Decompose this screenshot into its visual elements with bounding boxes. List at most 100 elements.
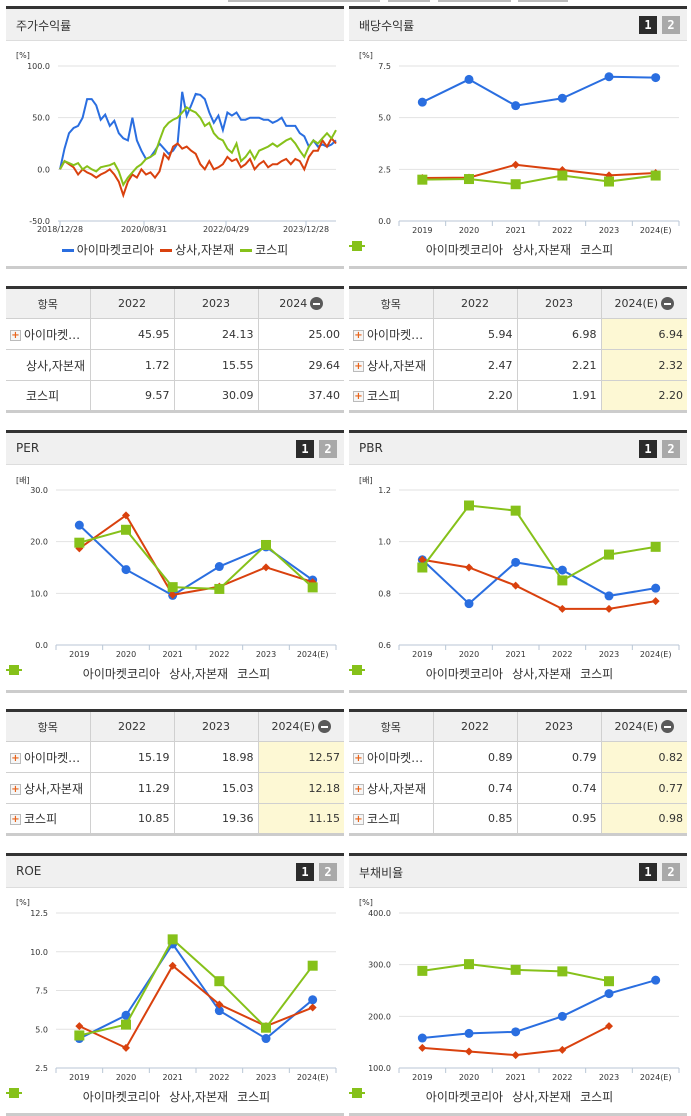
cell: 10.85 [89, 803, 174, 836]
page-1-button[interactable]: 1 [639, 16, 657, 34]
svg-text:2021: 2021 [162, 1073, 182, 1082]
svg-text:400.0: 400.0 [368, 909, 391, 918]
row-label: 아이마켓… [24, 327, 81, 342]
header-2024e: 2024(E) [600, 287, 687, 319]
table-row: + 상사,자본재 2.47 2.21 2.32 [349, 349, 687, 381]
legend-item[interactable]: 코스피 [6, 1088, 270, 1105]
cell: 15.55 [173, 349, 258, 381]
legend-label: 아이마켓코리아 [425, 243, 504, 257]
svg-text:2024(E): 2024(E) [640, 226, 672, 235]
row-label: 아이마켓… [367, 327, 424, 342]
header-item: 항목 [6, 287, 90, 319]
expand-icon[interactable]: + [10, 752, 21, 764]
page-1-button[interactable]: 1 [296, 863, 314, 881]
svg-text:5.0: 5.0 [35, 1025, 48, 1034]
cell: 6.94 [600, 318, 687, 350]
svg-text:30.0: 30.0 [30, 486, 48, 495]
expand-icon[interactable]: + [10, 329, 21, 341]
expand-icon[interactable]: + [353, 360, 364, 372]
unit-label: [%] [359, 898, 373, 907]
expand-icon[interactable]: + [10, 814, 21, 825]
page-2-button[interactable]: 2 [319, 863, 337, 881]
row-label: 상사,자본재 [367, 781, 427, 796]
page-2-button[interactable]: 2 [662, 863, 680, 881]
unit-label: [배] [359, 476, 373, 485]
legend-item[interactable]: 코스피 [349, 1088, 613, 1105]
legend-item[interactable]: 아이마켓코리아 [349, 1088, 503, 1105]
legend-item[interactable]: 아이마켓코리아 [61, 241, 154, 258]
legend-item[interactable]: 코스피 [349, 665, 614, 682]
collapse-icon[interactable] [661, 297, 675, 311]
expand-icon[interactable]: + [353, 814, 364, 825]
page-1-button[interactable]: 1 [639, 863, 657, 881]
svg-text:2020: 2020 [459, 650, 479, 659]
legend-item[interactable]: 상사,자본재 [160, 241, 234, 258]
line-marker-icon [240, 249, 253, 252]
stock-return-table-panel: 항목 2022 2023 2024 + 아이마켓… 45.95 24.13 25.… [6, 286, 344, 413]
svg-text:2022: 2022 [552, 1073, 572, 1082]
legend-item[interactable]: 상사,자본재 [6, 1088, 228, 1105]
legend-label: 코스피 [237, 667, 271, 681]
legend-item[interactable]: 코스피 [6, 665, 271, 682]
roe-panel: ROE 1 2 [%] 12.5 10.0 7.5 5.0 2.5 2019 2020 202… [6, 853, 344, 1116]
expand-icon[interactable]: + [353, 391, 364, 402]
expand-icon[interactable]: + [353, 752, 364, 764]
legend-item[interactable]: 상사,자본재 [349, 1088, 571, 1105]
svg-text:10.0: 10.0 [30, 589, 48, 598]
panel-header: ROE 1 2 [6, 853, 344, 888]
header-2024: 2024 [257, 287, 344, 319]
svg-text:0.0: 0.0 [35, 641, 48, 650]
panel-title: 주가수익률 [16, 19, 72, 33]
page-2-button[interactable]: 2 [662, 440, 680, 458]
legend-item[interactable]: 상사,자본재 [6, 665, 228, 682]
legend-label: 코스피 [580, 667, 614, 681]
stock-return-panel: 주가수익률 [%] 100.0 50.0 0.0 -50.0 2018/12/28 202… [6, 6, 344, 269]
legend-item[interactable]: 아이마켓코리아 [349, 241, 504, 258]
header-item: 항목 [349, 710, 433, 742]
chart-legend: 아이마켓코리아 상사,자본재 코스피 [6, 665, 344, 682]
table-row: + 상사,자본재 0.74 0.74 0.77 [349, 772, 687, 804]
page-1-button[interactable]: 1 [639, 440, 657, 458]
legend-label: 코스피 [255, 243, 289, 257]
pbr-panel: PBR 1 2 [배] 1.2 1.0 0.8 0.6 2019 2020 2021 2022… [349, 430, 687, 693]
legend-item[interactable]: 코스피 [240, 241, 288, 258]
svg-text:2021: 2021 [505, 1073, 525, 1082]
cell: 2.32 [600, 349, 687, 381]
legend-item[interactable]: 상사,자본재 [349, 241, 571, 258]
expand-icon[interactable]: + [10, 783, 21, 795]
stock-return-chart: [%] 100.0 50.0 0.0 -50.0 2018/12/28 2020/08/3… [6, 41, 344, 269]
collapse-icon[interactable] [661, 720, 675, 734]
cell: 11.15 [257, 803, 344, 836]
unit-label: [%] [16, 898, 30, 907]
chart-legend: 아이마켓코리아 상사,자본재 코스피 [349, 241, 687, 258]
cell: 18.98 [173, 741, 258, 773]
cell: 1.91 [516, 380, 601, 413]
expand-icon[interactable]: + [353, 783, 364, 795]
legend-item[interactable]: 코스피 [349, 241, 613, 258]
panel-title: 부채비율 [359, 866, 404, 880]
expand-icon[interactable]: + [353, 329, 364, 341]
page-2-button[interactable]: 2 [319, 440, 337, 458]
debt-ratio-chart: [%] 400.0 300.0 200.0 100.0 2019 2020 2021 2022… [349, 888, 687, 1116]
cell: 15.19 [89, 741, 174, 773]
svg-text:100.0: 100.0 [27, 62, 50, 71]
page-2-button[interactable]: 2 [662, 16, 680, 34]
legend-item[interactable]: 상사,자본재 [349, 665, 571, 682]
row-label: 아이마켓… [367, 750, 424, 765]
table-row: + 아이마켓… 0.89 0.79 0.82 [349, 741, 687, 773]
roe-chart: [%] 12.5 10.0 7.5 5.0 2.5 2019 2020 2021 2022 202… [6, 888, 344, 1116]
svg-text:300.0: 300.0 [368, 961, 391, 970]
legend-item[interactable]: 아이마켓코리아 [349, 665, 503, 682]
collapse-icon[interactable] [318, 720, 332, 734]
table-row: + 코스피 0.85 0.95 0.98 [349, 803, 687, 836]
legend-item[interactable]: 아이마켓코리아 [6, 1088, 160, 1105]
legend-item[interactable]: 아이마켓코리아 [6, 665, 160, 682]
cell: 0.74 [516, 772, 601, 804]
cell: 19.36 [173, 803, 258, 836]
svg-text:2023/12/28: 2023/12/28 [283, 225, 329, 234]
dividend-table-panel: 항목 2022 2023 2024(E) + 아이마켓… 5.94 6.98 6.94 + 상사,자… [349, 286, 687, 413]
collapse-icon[interactable] [310, 297, 324, 311]
row-label: 코스피 [367, 389, 401, 403]
page-1-button[interactable]: 1 [296, 440, 314, 458]
header-2023: 2023 [173, 710, 258, 742]
